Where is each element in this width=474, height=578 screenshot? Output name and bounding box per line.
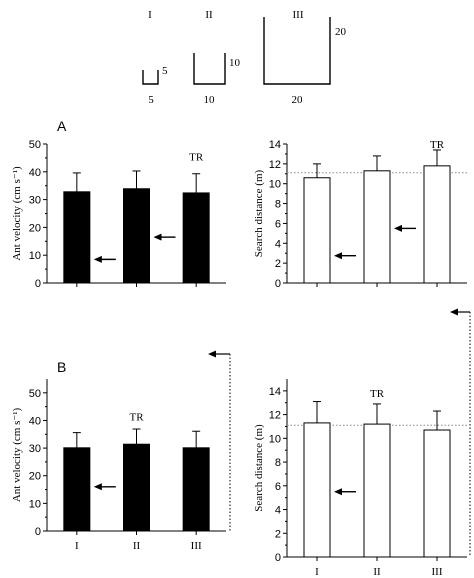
y-tick-label: 4 <box>275 238 281 250</box>
bar-II <box>123 188 150 284</box>
y-tick-label: 40 <box>29 415 41 427</box>
y-tick-label: 14 <box>269 386 281 398</box>
y-tick-label: 20 <box>29 222 41 234</box>
x-tick-label: II <box>373 566 381 578</box>
cup-numeral-1: I <box>148 9 152 21</box>
x-tick-label: I <box>315 566 319 578</box>
annotation-label: TR <box>189 152 204 164</box>
cup-large-height: 20 <box>335 26 347 38</box>
cup-numeral-3: III <box>293 9 304 21</box>
y-tick-label: 0 <box>275 552 281 564</box>
arrow-head <box>153 233 162 241</box>
cup-medium-width: 10 <box>204 94 216 106</box>
bar-III <box>423 429 451 558</box>
panel-label-a: A <box>57 118 67 134</box>
connector-lines <box>208 308 471 557</box>
cup-large <box>263 17 331 85</box>
chart-a-right: 0 2 4 6 8 10 12 14 Search distance (m) TR <box>253 139 467 290</box>
arrow-head <box>334 488 342 496</box>
y-tick-label: 0 <box>275 278 281 290</box>
cup-medium <box>193 53 226 85</box>
bar-II <box>123 443 150 532</box>
y-tick-label: 30 <box>29 443 41 455</box>
y-tick-label: 40 <box>29 167 41 179</box>
panel-label-b: B <box>57 359 66 375</box>
y-tick-label: 50 <box>29 139 41 151</box>
bar-I <box>63 191 91 284</box>
x-tick-label: III <box>191 540 202 552</box>
y-tick-label: 12 <box>269 410 281 422</box>
y-tick-label: 10 <box>29 250 41 262</box>
cup-small-height: 5 <box>162 65 168 77</box>
y-tick-label: 4 <box>275 505 281 517</box>
arrow-head <box>394 224 402 232</box>
y-axis-title: Search distance (m) <box>253 169 265 257</box>
cup-small-width: 5 <box>148 94 154 106</box>
y-tick-label: 20 <box>29 471 41 483</box>
y-tick-label: 2 <box>275 258 281 270</box>
bar-III <box>182 192 210 284</box>
y-axis-title: Ant velocity (cm s⁻¹) <box>11 408 23 503</box>
arrow-head <box>93 483 102 491</box>
y-tick-label: 0 <box>35 278 41 290</box>
bar-II <box>363 170 391 284</box>
y-tick-label: 8 <box>275 457 281 469</box>
cup-schematic: I II III 5 5 10 10 20 20 <box>142 9 347 106</box>
y-tick-label: 10 <box>269 179 281 191</box>
bar-III <box>182 447 210 532</box>
y-tick-label: 6 <box>275 481 281 493</box>
annotation-label: TR <box>370 388 385 400</box>
bar-I <box>303 422 331 558</box>
x-tick-label: II <box>133 540 141 552</box>
annotation-label: TR <box>430 139 445 151</box>
cup-large-width: 20 <box>292 94 304 106</box>
annotation-label: TR <box>129 411 144 423</box>
y-tick-label: 10 <box>29 498 41 510</box>
cup-small <box>142 70 159 85</box>
cup-medium-height: 10 <box>229 57 241 69</box>
cup-numeral-2: II <box>205 9 213 21</box>
y-tick-label: 50 <box>29 388 41 400</box>
x-tick-label: III <box>432 566 443 578</box>
y-axis-title: Ant velocity (cm s⁻¹) <box>11 166 23 261</box>
bar-II <box>363 423 391 558</box>
y-tick-label: 14 <box>269 139 281 151</box>
y-tick-label: 30 <box>29 195 41 207</box>
x-tick-label: I <box>75 540 79 552</box>
y-tick-label: 6 <box>275 218 281 230</box>
bar-I <box>63 447 91 532</box>
y-tick-label: 10 <box>269 433 281 445</box>
y-tick-label: 2 <box>275 528 281 540</box>
connector-arrow-right-head <box>450 308 458 316</box>
arrow-head <box>334 252 342 260</box>
y-axis-title: Search distance (m) <box>253 424 265 512</box>
y-tick-label: 0 <box>35 526 41 538</box>
bar-III <box>423 165 451 284</box>
arrow-head <box>93 255 102 263</box>
chart-a-left: 0 10 20 30 40 50 Ant velocity (cm s⁻¹) TR <box>11 139 226 290</box>
bar-I <box>303 177 331 284</box>
y-tick-label: 8 <box>275 199 281 211</box>
y-tick-label: 12 <box>269 159 281 171</box>
connector-arrow-left-head <box>208 350 216 358</box>
